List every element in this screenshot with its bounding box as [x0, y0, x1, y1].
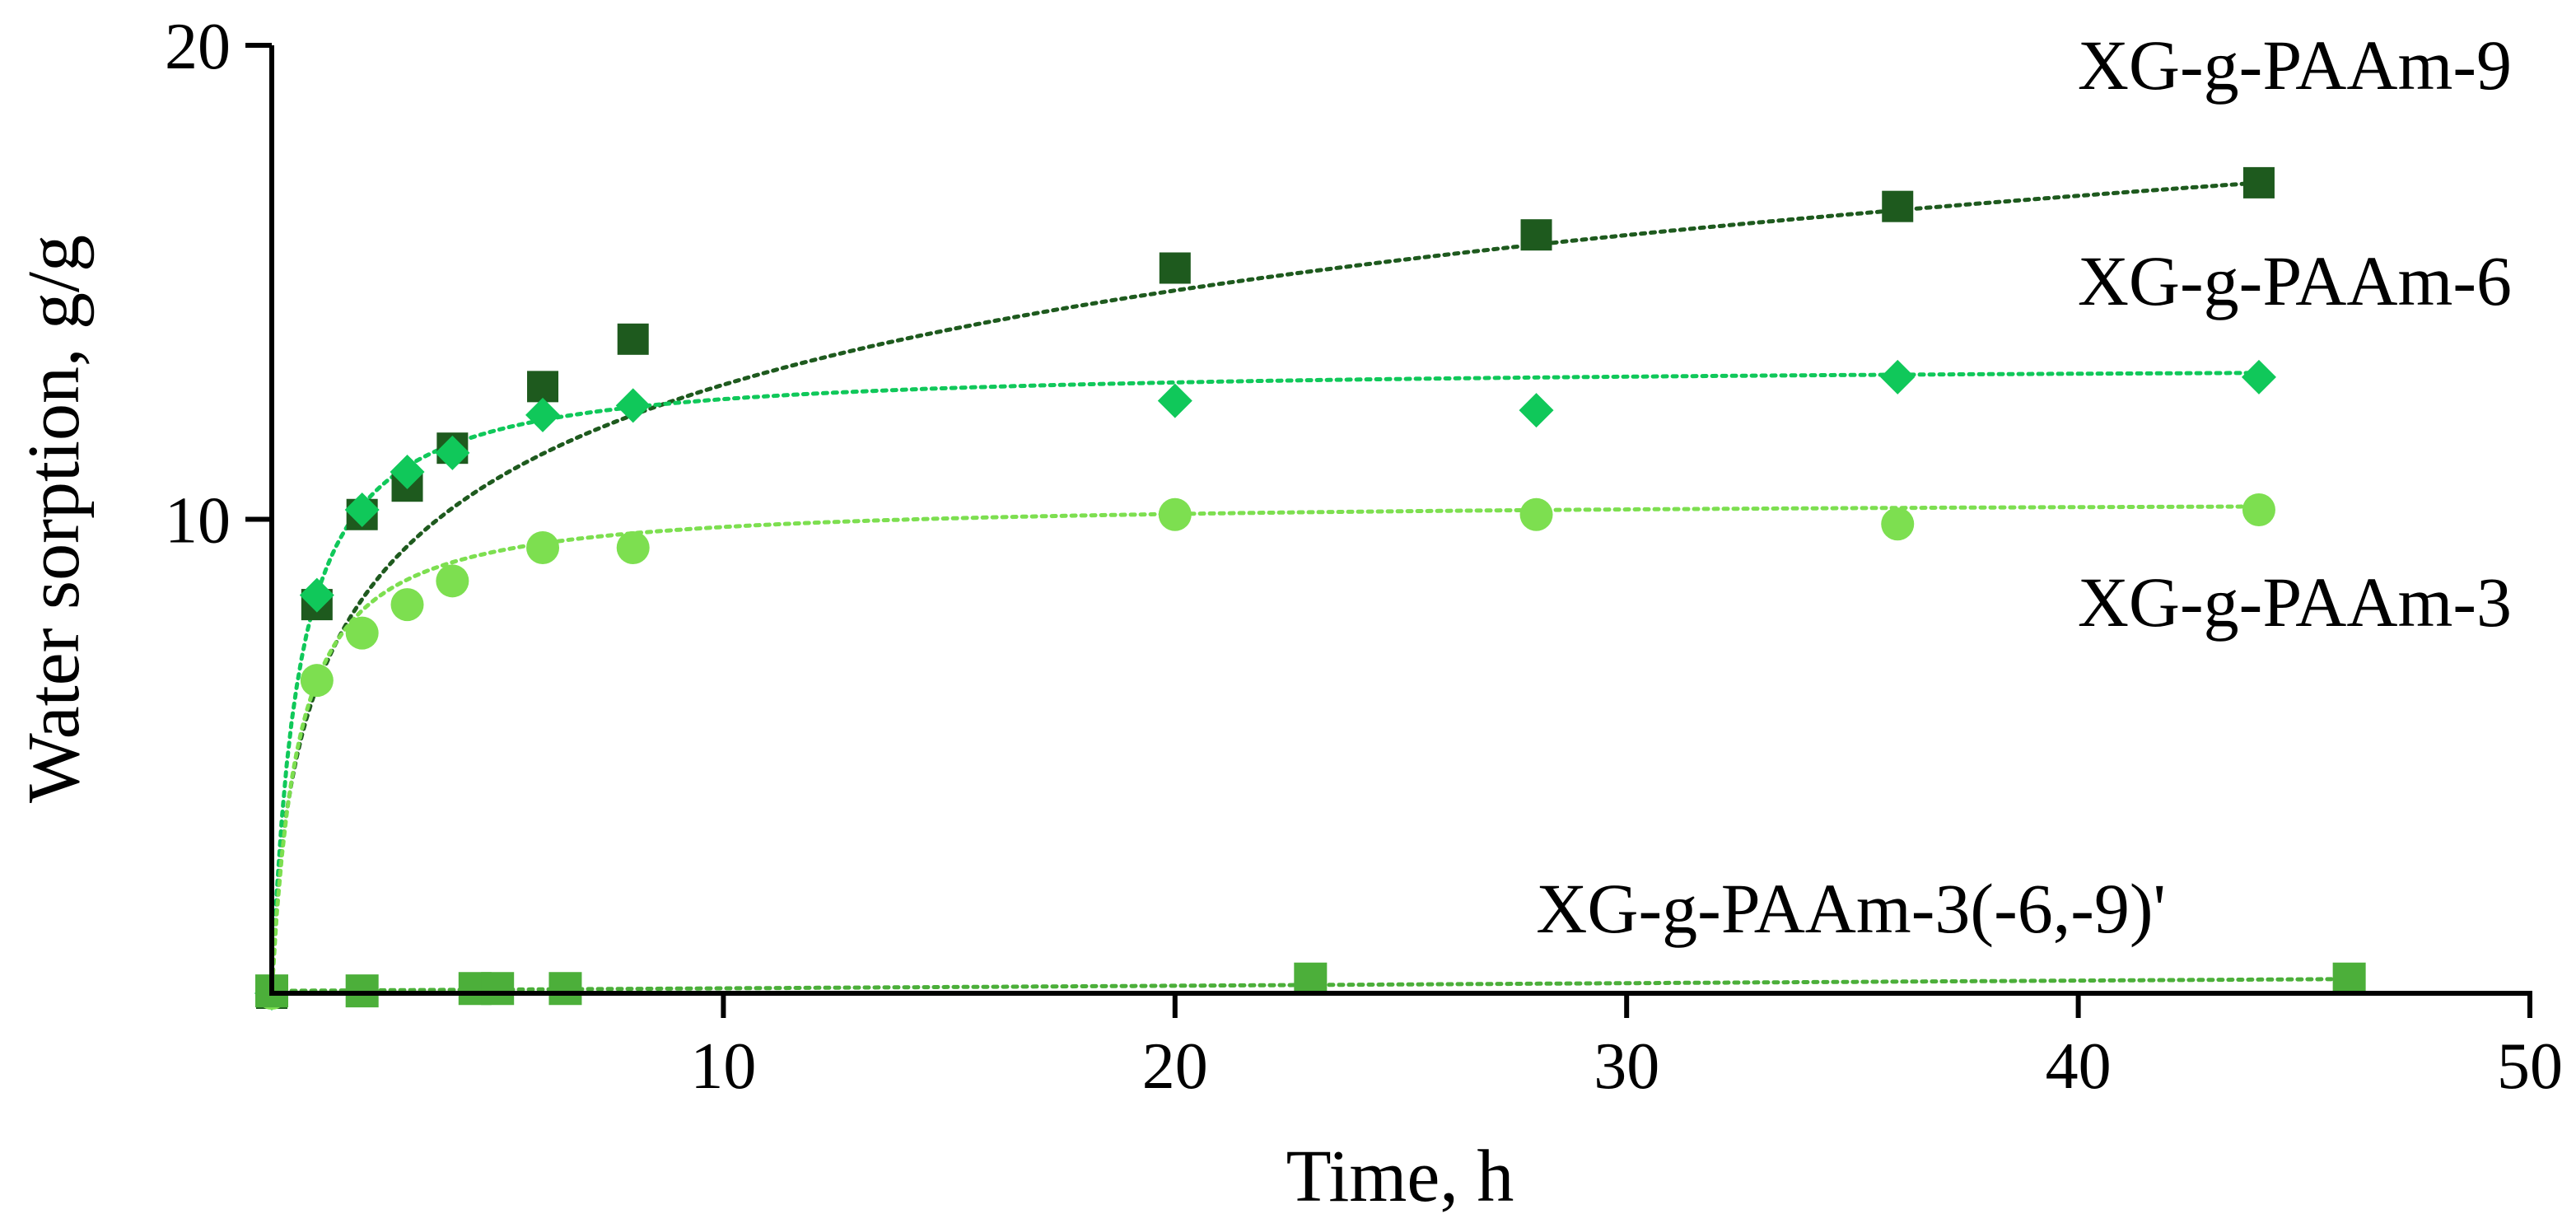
data-point-series-2: [1158, 497, 1192, 531]
data-point-series-0: [527, 371, 559, 403]
data-point-series-1: [615, 388, 651, 423]
fit-curve-1: [269, 371, 2261, 996]
data-point-series-3: [1294, 962, 1328, 996]
data-point-series-1: [435, 435, 470, 470]
data-point-series-1: [1519, 393, 1554, 428]
data-markers: [254, 166, 2366, 1011]
data-point-series-2: [526, 531, 560, 565]
y-tick-label: 10: [165, 485, 231, 558]
y-tick-label: 20: [165, 11, 231, 83]
series-label-xg-g-paam-3: XG-g-PAAm-3: [2078, 563, 2512, 642]
y-axis-title: Water sorption, g/g: [13, 235, 95, 803]
x-tick-label: 30: [1594, 1030, 1659, 1103]
data-point-series-1: [2241, 359, 2276, 395]
data-point-series-2: [300, 664, 334, 698]
x-tick-label: 50: [2497, 1030, 2563, 1103]
series-label-xg-g-paam-3-6-9-prime: XG-g-PAAm-3(-6,-9)': [1536, 869, 2166, 948]
data-point-series-2: [1881, 507, 1915, 541]
data-point-series-0: [1159, 252, 1191, 284]
series-label-xg-g-paam-6: XG-g-PAAm-6: [2078, 241, 2512, 320]
data-point-series-2: [2242, 493, 2275, 526]
data-point-series-0: [1882, 190, 1914, 222]
fit-curve-2: [269, 504, 2261, 996]
x-axis-title: Time, h: [1286, 1136, 1514, 1217]
data-point-series-2: [436, 564, 469, 598]
data-point-series-0: [1520, 219, 1552, 251]
data-point-series-0: [2242, 166, 2275, 198]
x-tick-label: 40: [2046, 1030, 2112, 1103]
data-point-series-2: [390, 588, 424, 622]
data-point-series-1: [390, 454, 425, 489]
axis-ticks: 10 20 30 40 50 10 20: [165, 11, 2563, 1103]
data-point-series-1: [1157, 383, 1192, 418]
data-point-series-2: [345, 616, 379, 650]
data-point-series-2: [616, 531, 650, 565]
data-point-series-1: [299, 577, 334, 613]
x-tick-label: 20: [1142, 1030, 1208, 1103]
series-label-xg-g-paam-9: XG-g-PAAm-9: [2078, 26, 2512, 105]
data-point-series-1: [344, 492, 380, 527]
data-point-series-0: [617, 323, 649, 355]
data-point-series-2: [1519, 497, 1553, 531]
fit-curve-0: [269, 180, 2261, 996]
data-point-series-3: [548, 972, 582, 1006]
data-point-series-1: [525, 397, 561, 432]
x-tick-label: 10: [690, 1030, 756, 1103]
data-point-series-3: [2332, 962, 2366, 996]
data-point-series-3: [481, 972, 515, 1006]
data-point-series-1: [1880, 359, 1916, 395]
